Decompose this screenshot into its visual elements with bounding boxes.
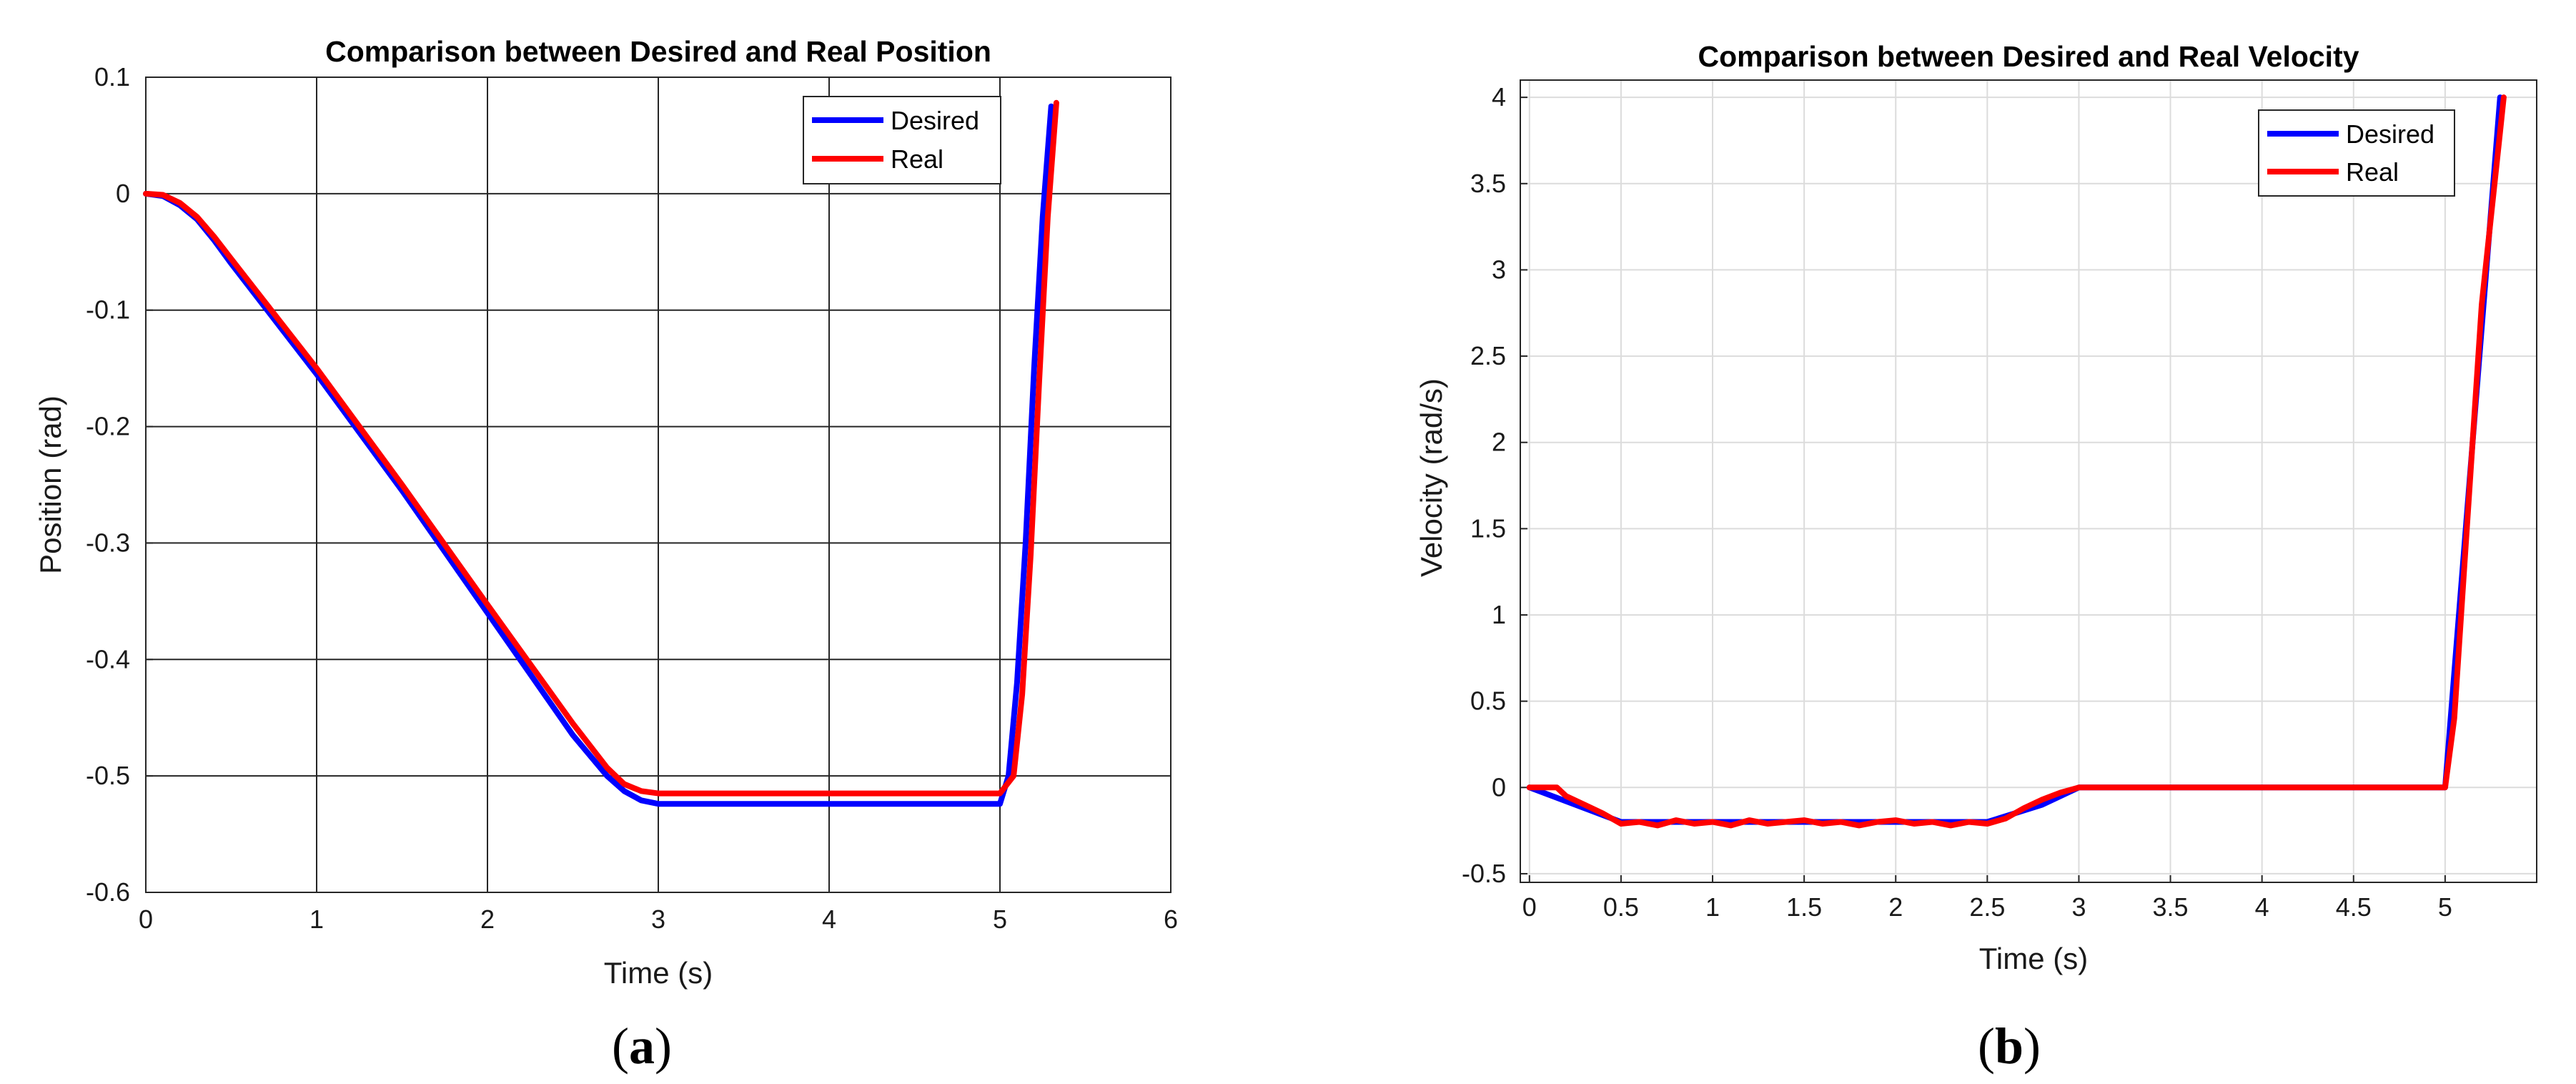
velocity-ticks: 0 0.5 1 1.5 2 2.5 3 3.5 4 4.5 5 -0.5 0 0.5 1 1.5 2 2.5 3 3.… xyxy=(1462,82,2452,922)
velocity-legend: Desired Real xyxy=(2258,109,2455,197)
position-y-axis-label: Position (rad) xyxy=(34,395,67,574)
a-x-tick-label: 3 xyxy=(651,905,665,934)
velocity-y-axis-label: Velocity (rad/s) xyxy=(1415,378,1448,577)
b-y-tick-label: -0.5 xyxy=(1462,859,1506,888)
position-chart: 0 1 2 3 4 5 6 0.1 0 -0.1 -0.2 -0.3 -0.4 -0.5 -0.6 Comp… xyxy=(34,35,1178,1075)
b-x-tick-label: 0.5 xyxy=(1603,892,1639,922)
b-x-tick-label: 4 xyxy=(2255,892,2269,922)
b-x-tick-label: 2.5 xyxy=(1969,892,2005,922)
position-title: Comparison between Desired and Real Posi… xyxy=(325,35,991,68)
a-y-tick-label: -0.4 xyxy=(86,644,130,674)
b-x-tick-label: 4.5 xyxy=(2336,892,2372,922)
velocity-legend-label-desired: Desired xyxy=(2346,119,2434,149)
b-x-tick-label: 1.5 xyxy=(1786,892,1822,922)
velocity-plot-area xyxy=(1520,80,2537,882)
a-y-tick-label: -0.1 xyxy=(86,295,130,325)
velocity-caption: (b) xyxy=(1978,1018,2041,1075)
a-y-tick-label: -0.2 xyxy=(86,412,130,441)
a-x-tick-label: 2 xyxy=(480,905,495,934)
b-y-tick-label: 4 xyxy=(1492,82,1506,112)
b-series-line-real xyxy=(1526,94,2507,829)
b-x-tick-label: 2 xyxy=(1888,892,1903,922)
b-y-tick-label: 3.5 xyxy=(1470,169,1506,198)
b-y-tick-label: 1.5 xyxy=(1470,513,1506,543)
position-legend: Desired Real xyxy=(803,96,1001,184)
a-x-tick-label: 6 xyxy=(1164,905,1178,934)
velocity-x-axis-label: Time (s) xyxy=(1979,942,2088,975)
a-x-tick-label: 4 xyxy=(822,905,836,934)
a-x-tick-label: 0 xyxy=(139,905,153,934)
position-legend-label-real: Real xyxy=(891,144,943,174)
a-y-tick-label: -0.3 xyxy=(86,528,130,557)
position-legend-box xyxy=(803,96,1001,184)
b-y-tick-label: 3 xyxy=(1492,255,1506,284)
velocity-chart: 0 0.5 1 1.5 2 2.5 3 3.5 4 4.5 5 -0.5 0 0.5 1 1.5 2 2.5 3 3.… xyxy=(1415,40,2537,1075)
position-series xyxy=(143,99,1059,807)
b-x-tick-label: 3 xyxy=(2071,892,2086,922)
velocity-series xyxy=(1526,94,2507,829)
b-y-tick-label: 2 xyxy=(1492,428,1506,457)
a-y-tick-label: -0.5 xyxy=(86,761,130,790)
b-x-tick-label: 0 xyxy=(1522,892,1537,922)
b-y-tick-label: 2.5 xyxy=(1470,341,1506,370)
a-y-tick-label: 0.1 xyxy=(94,62,130,92)
position-ticks: 0 1 2 3 4 5 6 0.1 0 -0.1 -0.2 -0.3 -0.4 -0.5 -0.6 xyxy=(86,62,1178,934)
velocity-legend-label-real: Real xyxy=(2346,157,2399,187)
b-y-tick-label: 1 xyxy=(1492,600,1506,629)
velocity-legend-box xyxy=(2258,109,2455,197)
a-x-tick-label: 1 xyxy=(309,905,324,934)
a-x-tick-label: 5 xyxy=(993,905,1007,934)
b-y-tick-label: 0.5 xyxy=(1470,686,1506,716)
b-x-tick-label: 5 xyxy=(2438,892,2452,922)
a-series-line-real xyxy=(143,99,1059,797)
velocity-title: Comparison between Desired and Real Velo… xyxy=(1698,40,2359,73)
a-y-tick-label: -0.6 xyxy=(86,877,130,907)
a-y-tick-label: 0 xyxy=(116,179,130,208)
position-legend-label-desired: Desired xyxy=(891,106,979,135)
velocity-grid xyxy=(1520,80,2537,882)
b-x-tick-label: 1 xyxy=(1705,892,1720,922)
position-x-axis-label: Time (s) xyxy=(604,956,713,990)
position-caption: (a) xyxy=(612,1018,672,1075)
b-y-tick-label: 0 xyxy=(1492,772,1506,802)
b-x-tick-label: 3.5 xyxy=(2153,892,2189,922)
velocity-plot-frame xyxy=(1520,79,2537,883)
